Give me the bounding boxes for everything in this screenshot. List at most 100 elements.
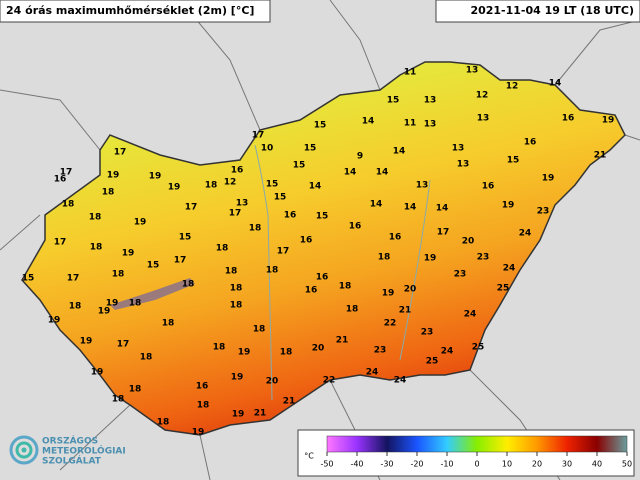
logo-text: ORSZÁGOS (42, 435, 98, 447)
station-value: 17 (174, 256, 187, 266)
station-value: 14 (370, 200, 383, 210)
station-value: 16 (300, 236, 313, 246)
logo-dot (21, 447, 27, 453)
station-value: 22 (323, 376, 336, 386)
station-value: 14 (393, 147, 406, 157)
station-value: 18 (140, 353, 153, 363)
station-value: 17 (54, 238, 67, 248)
station-value: 17 (114, 148, 127, 158)
station-value: 18 (216, 244, 229, 254)
station-value: 14 (309, 182, 322, 192)
station-value: 21 (254, 409, 267, 419)
station-value: 16 (284, 211, 297, 221)
station-value: 19 (502, 201, 515, 211)
station-value: 16 (562, 114, 575, 124)
station-value: 14 (362, 117, 375, 127)
station-value: 19 (424, 254, 437, 264)
station-value: 22 (384, 319, 397, 329)
station-value: 18 (378, 253, 391, 263)
station-value: 13 (236, 199, 249, 209)
station-value: 18 (162, 319, 175, 329)
station-value: 18 (157, 418, 170, 428)
logo-text: SZOLGÁLAT (42, 455, 102, 467)
logo-ring (15, 441, 33, 459)
station-value: 24 (519, 229, 532, 239)
station-value: 13 (452, 144, 465, 154)
station-value: 20 (462, 237, 475, 247)
station-value: 17 (277, 247, 290, 257)
station-value: 12 (506, 82, 519, 92)
station-value: 13 (416, 181, 429, 191)
station-value: 14 (404, 203, 417, 213)
station-value: 16 (349, 222, 362, 232)
title: 24 órás maximumhőmérséklet (2m) [°C] (6, 4, 254, 17)
colorbar-tick-label: -40 (350, 460, 363, 469)
colorbar-tick-label: 10 (502, 460, 512, 469)
station-value: 23 (374, 346, 387, 356)
station-value: 17 (60, 168, 73, 178)
station-value: 16 (316, 273, 329, 283)
danube (254, 144, 273, 401)
station-value: 24 (441, 347, 454, 357)
station-value: 21 (283, 397, 296, 407)
station-value: 9 (357, 152, 363, 162)
station-value: 19 (106, 299, 119, 309)
station-value: 15 (147, 261, 160, 271)
station-value: 19 (149, 172, 162, 182)
colorbar-tick-label: -30 (380, 460, 393, 469)
station-value: 12 (224, 178, 237, 188)
station-value: 12 (476, 91, 489, 101)
station-value: 21 (399, 306, 412, 316)
station-value: 18 (249, 224, 262, 234)
station-value: 19 (98, 307, 111, 317)
station-value: 18 (112, 270, 125, 280)
balaton (110, 278, 195, 310)
station-value: 18 (253, 325, 266, 335)
station-value: 16 (524, 138, 537, 148)
station-value: 24 (394, 376, 407, 386)
colorbar-tick-label: 20 (532, 460, 542, 469)
station-value: 11 (404, 68, 417, 78)
station-value: 13 (457, 160, 470, 170)
station-value: 17 (252, 131, 265, 141)
tisza (399, 179, 431, 361)
station-value: 18 (69, 302, 82, 312)
station-value: 18 (225, 267, 238, 277)
station-value: 19 (134, 218, 147, 228)
station-value: 24 (366, 368, 379, 378)
station-value: 19 (602, 116, 615, 126)
station-value: 13 (424, 96, 437, 106)
station-value: 23 (421, 328, 434, 338)
station-value: 15 (316, 212, 329, 222)
station-value: 23 (477, 253, 490, 263)
station-value: 19 (238, 348, 251, 358)
station-value: 18 (346, 305, 359, 315)
station-value: 25 (426, 357, 439, 367)
station-value: 24 (503, 264, 516, 274)
station-value: 18 (129, 299, 142, 309)
station-value: 18 (62, 200, 75, 210)
timestamp: 2021-11-04 19 LT (18 UTC) (470, 4, 634, 17)
station-value: 10 (261, 144, 274, 154)
station-value: 13 (424, 120, 437, 130)
station-value: 14 (376, 168, 389, 178)
colorbar-unit: °C (304, 452, 314, 461)
station-value: 15 (387, 96, 400, 106)
colorbar-tick-label: -10 (440, 460, 453, 469)
station-value: 13 (466, 66, 479, 76)
station-value: 16 (482, 182, 495, 192)
colorbar-tick-label: 30 (562, 460, 572, 469)
station-value: 18 (266, 266, 279, 276)
station-value: 19 (382, 289, 395, 299)
colorbar-tick-label: 50 (622, 460, 632, 469)
station-value: 25 (472, 343, 485, 353)
station-value: 19 (168, 183, 181, 193)
station-value: 15 (22, 274, 35, 284)
station-value: 15 (507, 156, 520, 166)
station-value: 15 (304, 144, 317, 154)
title-box (0, 0, 271, 23)
station-value: 19 (542, 174, 555, 184)
station-value: 23 (454, 270, 467, 280)
station-value: 18 (102, 188, 115, 198)
